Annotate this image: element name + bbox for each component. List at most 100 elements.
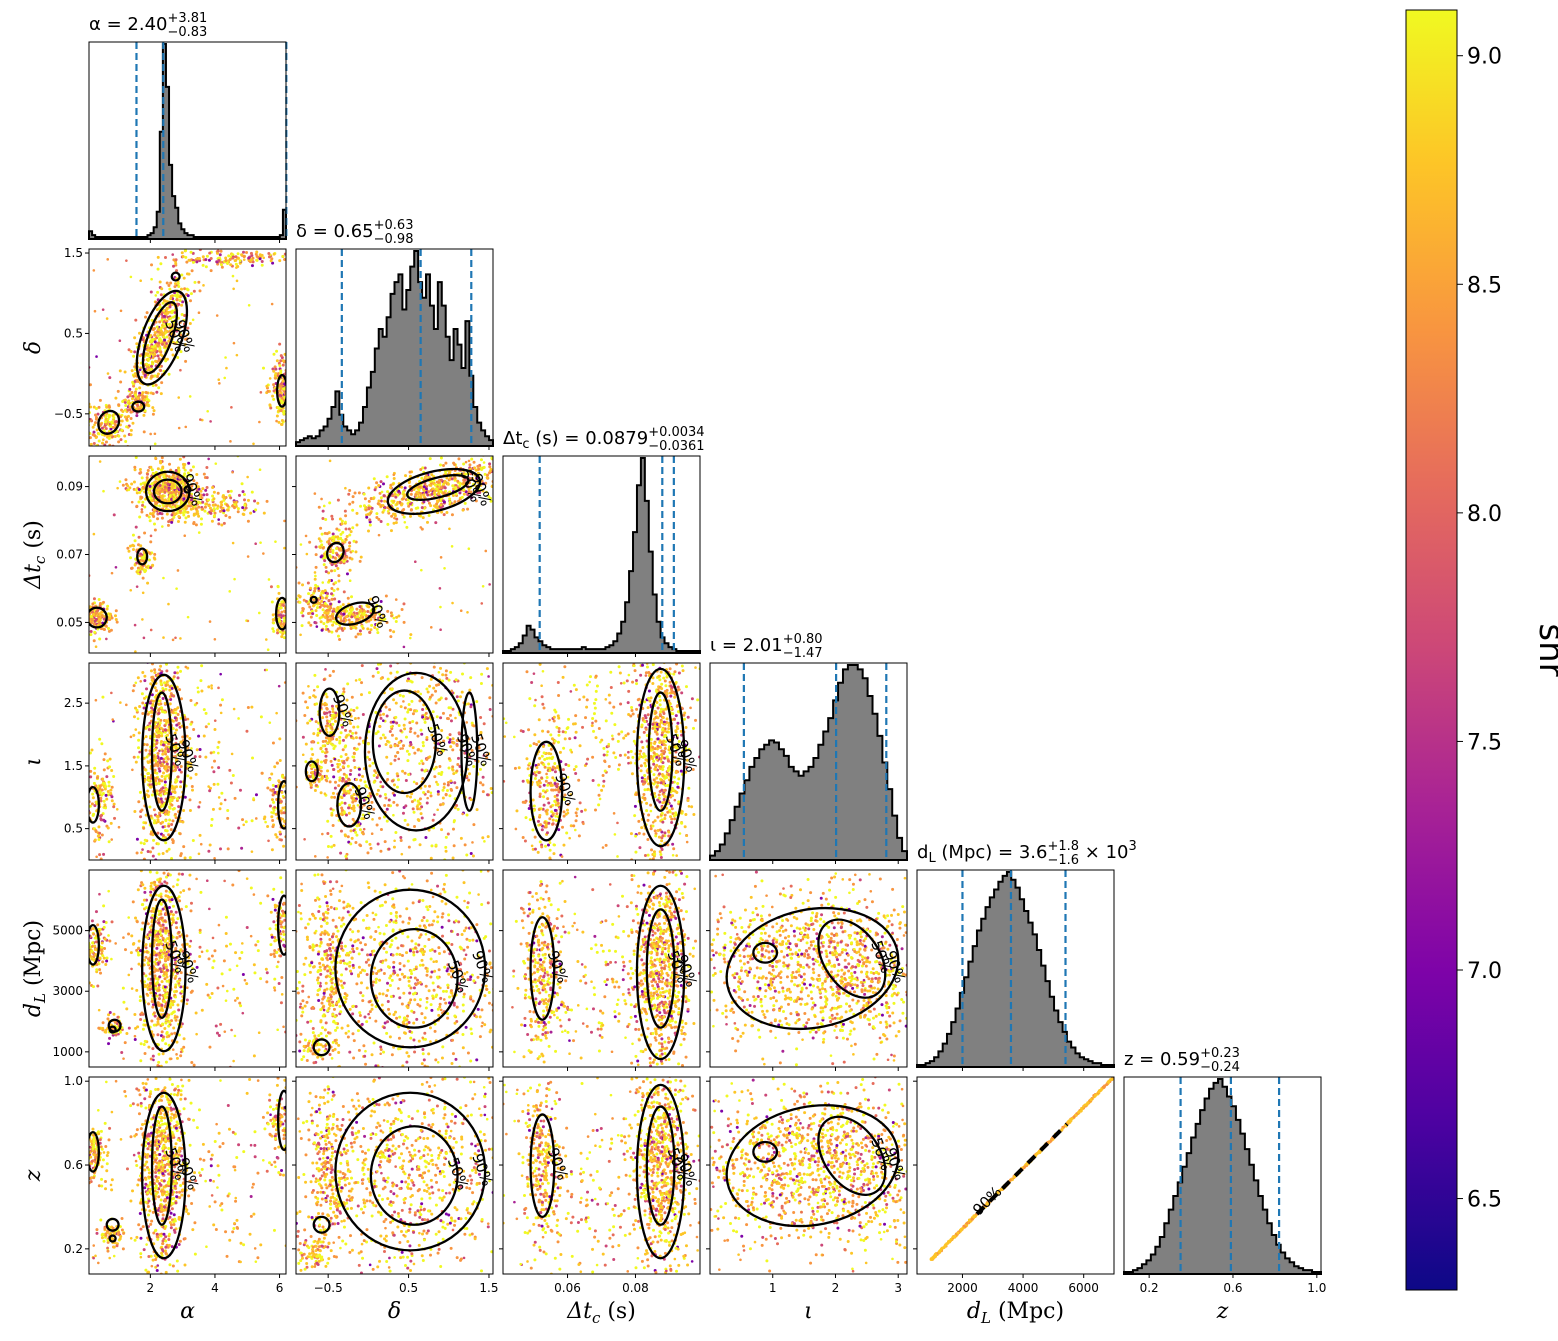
sample-point	[195, 701, 199, 705]
sample-point	[139, 279, 142, 283]
sample-point	[156, 818, 160, 822]
sample-point	[386, 490, 390, 494]
sample-point	[275, 359, 279, 363]
sample-point	[85, 619, 88, 622]
contour-line	[135, 289, 189, 386]
sample-point	[182, 466, 186, 470]
sample-point	[481, 584, 485, 588]
sample-point	[466, 507, 470, 511]
panel-frame	[88, 248, 287, 447]
sample-point	[161, 697, 165, 701]
sample-point	[178, 768, 182, 772]
sample-point	[470, 457, 474, 461]
sample-point	[183, 520, 187, 524]
sample-point	[427, 514, 431, 518]
sample-point	[170, 710, 174, 714]
sample-point	[165, 307, 169, 311]
sample-point	[188, 299, 192, 303]
sample-point	[281, 410, 285, 414]
sample-point	[151, 846, 155, 850]
sample-point	[120, 428, 124, 432]
sample-point	[267, 255, 271, 259]
sample-point	[169, 828, 173, 832]
sample-point	[95, 800, 99, 804]
sample-point	[137, 746, 141, 750]
sample-point	[371, 497, 375, 501]
sample-point	[270, 772, 274, 776]
sample-point	[228, 768, 232, 772]
sample-point	[165, 329, 169, 333]
sample-point	[153, 333, 157, 337]
sample-point	[142, 559, 146, 563]
sample-point	[114, 609, 118, 613]
sample-point	[178, 331, 182, 335]
sample-point	[272, 252, 276, 256]
sample-point	[189, 250, 193, 254]
sample-point	[165, 655, 168, 658]
contour-line	[141, 673, 187, 842]
sample-point	[351, 613, 355, 616]
sample-point	[478, 491, 482, 495]
sample-point	[162, 474, 166, 478]
sample-point	[145, 311, 149, 315]
sample-point	[404, 474, 408, 478]
sample-point	[425, 738, 429, 742]
sample-point	[113, 816, 117, 820]
sample-point	[393, 514, 397, 518]
sample-point	[89, 405, 93, 409]
sample-point	[160, 287, 164, 291]
sample-point	[187, 258, 191, 262]
sample-point	[181, 300, 185, 304]
sample-point	[106, 417, 110, 421]
sample-point	[280, 396, 284, 400]
sample-point	[199, 418, 202, 421]
sample-point	[117, 440, 121, 444]
sample-point	[90, 748, 94, 752]
sample-point	[151, 406, 155, 410]
sample-point	[325, 604, 329, 608]
sample-point	[390, 614, 394, 618]
sample-point	[271, 394, 275, 398]
sample-point	[168, 322, 172, 326]
sample-point	[335, 527, 339, 531]
sample-point	[282, 811, 286, 815]
sample-point	[167, 822, 171, 826]
sample-point	[323, 589, 327, 593]
sample-point	[164, 809, 168, 813]
sample-point	[281, 363, 285, 367]
samples: 90%	[85, 456, 286, 653]
sample-point	[106, 604, 110, 608]
sample-point	[91, 813, 95, 817]
sample-point	[451, 737, 455, 741]
sample-point	[283, 681, 286, 684]
sample-point	[174, 262, 178, 266]
sample-point	[155, 792, 159, 796]
sample-point	[124, 440, 128, 444]
sample-point	[318, 545, 322, 549]
scatter-panel-alpha-dtc: 90%	[85, 455, 287, 654]
sample-point	[148, 484, 152, 488]
sample-point	[380, 490, 384, 494]
xtick-label: 0.6	[1223, 1281, 1242, 1295]
sample-point	[484, 481, 488, 485]
sample-point	[148, 724, 152, 728]
sample-point	[203, 505, 207, 509]
sample-point	[109, 427, 113, 431]
sample-point	[153, 352, 157, 356]
sample-point	[331, 551, 335, 555]
sample-point	[143, 553, 147, 557]
sample-point	[232, 506, 236, 510]
sample-point	[345, 614, 349, 618]
sample-point	[89, 383, 92, 387]
sample-point	[283, 546, 286, 550]
sample-point	[204, 725, 208, 729]
sample-point	[149, 814, 153, 818]
sample-point	[480, 468, 484, 472]
sample-point	[413, 751, 417, 755]
sample-point	[138, 386, 142, 390]
sample-point	[170, 784, 174, 788]
sample-point	[170, 520, 174, 524]
sample-point	[485, 473, 489, 477]
sample-point	[176, 706, 180, 710]
sample-point	[439, 605, 442, 609]
